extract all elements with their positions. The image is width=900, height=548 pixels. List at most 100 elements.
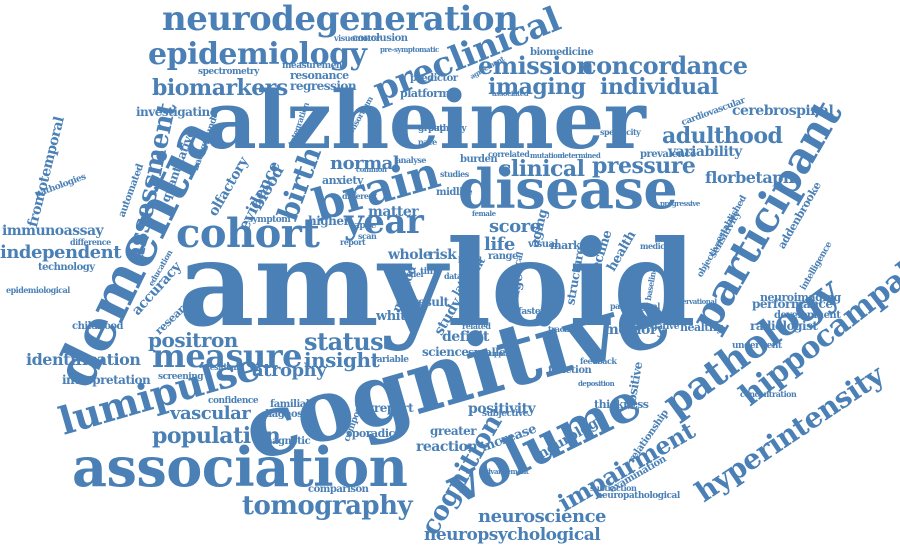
word-conclusion: conclusion xyxy=(352,33,408,44)
word-smaller: smaller xyxy=(468,346,511,359)
word-sporadic: sporadic xyxy=(346,427,395,440)
word-platform: platform xyxy=(400,87,450,100)
word-screening: screening xyxy=(158,372,204,382)
word-identification: identification xyxy=(26,350,141,369)
word-insight: insight xyxy=(304,348,380,372)
word-radiologist: radiologist xyxy=(750,319,818,333)
word-cohort: cohort xyxy=(176,210,320,257)
word-amyloid: amyloid xyxy=(178,214,696,353)
word-regression: regression xyxy=(290,79,357,93)
word-population: population xyxy=(152,423,281,449)
word-emission: emission xyxy=(478,51,594,80)
word-concordance: concordance xyxy=(582,51,748,80)
word-measure: measure xyxy=(152,337,302,375)
word-advancement: advancement xyxy=(482,467,529,476)
word-correlated: correlated xyxy=(488,149,530,159)
word-comparison: comparison xyxy=(308,484,369,495)
word-mutation: mutation xyxy=(530,151,562,160)
word-difference: difference xyxy=(70,237,111,247)
word-concentration: concentration xyxy=(740,389,797,399)
word-reaction: reaction xyxy=(416,439,478,455)
word-midlife: midlife xyxy=(436,187,473,198)
word-function: function xyxy=(548,365,592,376)
word-association: association xyxy=(72,435,408,499)
word-healthy: healthy xyxy=(680,321,723,334)
word-based: based xyxy=(458,255,482,265)
word-marker: marker xyxy=(550,239,592,252)
word-female: female xyxy=(472,209,496,218)
word-imaging: imaging xyxy=(488,74,586,100)
word-neuroimaging: neuroimaging xyxy=(760,291,841,304)
word-associated: associated xyxy=(492,89,529,98)
word-time: time xyxy=(420,267,441,277)
word-positivity: positivity xyxy=(468,401,536,417)
word-subtraction: subtraction xyxy=(590,483,637,493)
word-pathway: pathway xyxy=(428,124,467,134)
word-white: white xyxy=(376,309,414,324)
word-higher: higher xyxy=(308,214,350,228)
word-individual: individual xyxy=(600,74,719,100)
word-common: common xyxy=(356,165,387,174)
word-studies: studies xyxy=(440,169,469,179)
word-atrophy: atrophy xyxy=(252,360,327,381)
word-support: support xyxy=(486,349,513,358)
word-faster: faster xyxy=(518,307,545,317)
word-biomedicine: biomedicine xyxy=(530,47,594,58)
word-tomography: tomography xyxy=(242,491,413,521)
word-scan: scan xyxy=(358,231,377,241)
word-immunoassay: immunoassay xyxy=(2,223,104,239)
word-neuropsychological: neuropsychological xyxy=(424,525,601,545)
word-interpretation: interpretation xyxy=(62,373,151,387)
word-greater: greater xyxy=(430,424,477,438)
word-risk: risk xyxy=(428,247,457,263)
word-residual: residual xyxy=(206,362,239,372)
word-medical: medical xyxy=(640,241,672,251)
word-measurement: measurement xyxy=(282,61,346,71)
word-determined: determined xyxy=(560,151,601,160)
word-related: related xyxy=(462,321,491,331)
word-confidence: confidence xyxy=(208,396,259,406)
word-different: different xyxy=(342,191,377,201)
word-symptom: symptom xyxy=(248,215,291,225)
word-qreport: qreport xyxy=(366,401,414,415)
word-neurodegeneration: neurodegeneration xyxy=(162,0,519,39)
word-result: result xyxy=(412,295,449,309)
word-technology: technology xyxy=(38,262,95,273)
word-specificity: specificity xyxy=(600,127,641,137)
word-development: development xyxy=(774,310,841,321)
word-performance: performance xyxy=(752,297,833,311)
word-frontotemporal: frontotemporal xyxy=(24,115,68,229)
word-deposition: deposition xyxy=(578,379,615,388)
word-resonance: resonance xyxy=(290,69,349,82)
word-visual: visual xyxy=(528,239,558,250)
word-pace: pace xyxy=(418,137,437,147)
word-score: score xyxy=(489,216,541,237)
word-biomarkers: biomarkers xyxy=(152,75,288,101)
word-data: data xyxy=(444,271,462,281)
word-magnetic: magnetic xyxy=(262,436,311,447)
word-report: report xyxy=(340,237,366,247)
word-variable: variable xyxy=(372,355,409,365)
word-year: year xyxy=(344,202,424,242)
word-prevalence: prevalence xyxy=(640,149,696,160)
word-subjective: subjective xyxy=(482,409,528,419)
word-spectrometry: spectrometry xyxy=(198,67,259,77)
word-predictor: predictor xyxy=(410,73,458,84)
word-matter: matter xyxy=(368,204,419,220)
word-model: model xyxy=(398,269,424,279)
word-childhood: childhood xyxy=(72,321,124,332)
word-vascular: vascular xyxy=(170,403,251,424)
word-variability: variability xyxy=(668,144,742,160)
word-observational: observational xyxy=(670,297,717,306)
word-florbetapir: florbetapir xyxy=(705,168,797,187)
word-disease: disease xyxy=(458,157,678,221)
word-life: life xyxy=(484,234,515,255)
word-underwent: underwent xyxy=(732,341,782,351)
word-thickness: thickness xyxy=(594,398,649,411)
word-burden: burden xyxy=(460,154,498,165)
word-clinical: clinical xyxy=(498,156,585,182)
word-independent: independent xyxy=(0,242,122,263)
word-cerebrospinal: cerebrospinal xyxy=(732,103,834,119)
word-tracing: tracing xyxy=(548,324,577,334)
